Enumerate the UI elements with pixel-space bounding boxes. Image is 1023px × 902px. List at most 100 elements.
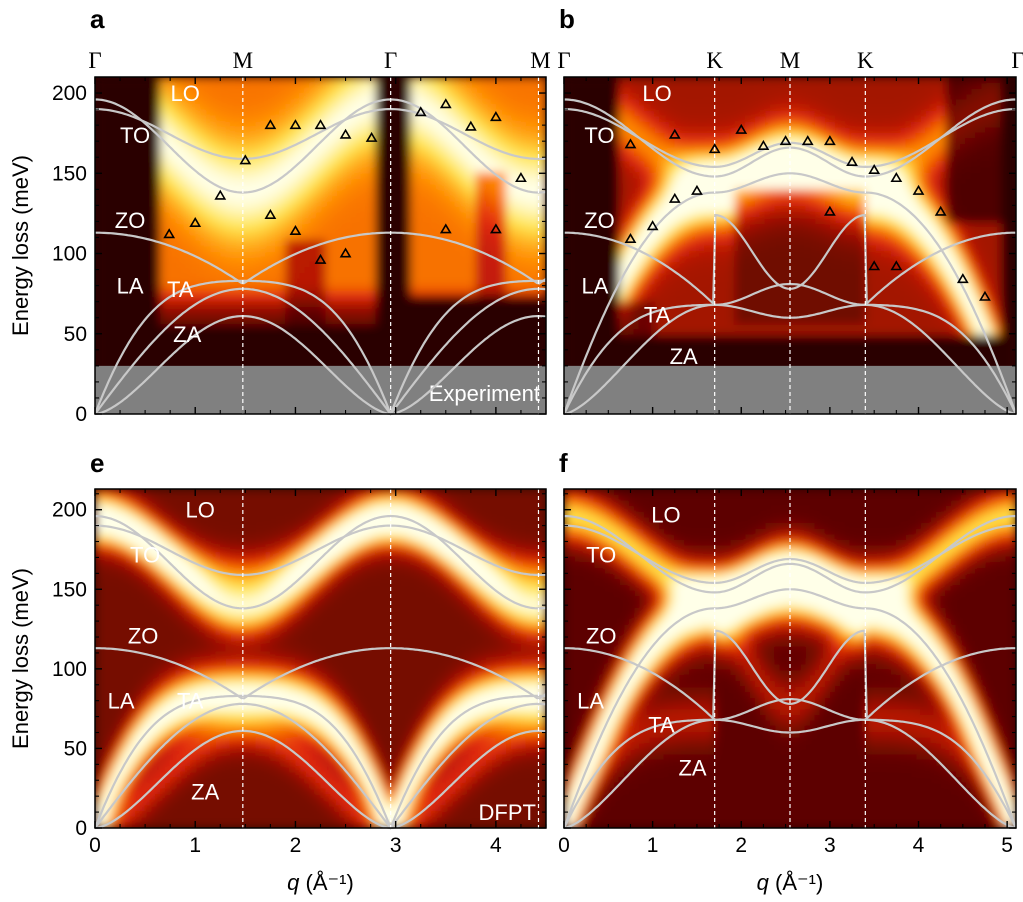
- experimental-point: [439, 98, 452, 109]
- x-tick-label: 2: [290, 834, 302, 857]
- experimental-point: [735, 123, 748, 134]
- branch-label-za: ZA: [670, 344, 698, 369]
- branch-label-lo: LO: [186, 498, 215, 523]
- experimental-point: [239, 154, 252, 165]
- experimental-point: [489, 223, 502, 234]
- experimental-point: [163, 228, 176, 239]
- experimental-point: [708, 143, 721, 154]
- x-tick-label: 2: [735, 834, 747, 857]
- experimental-point: [691, 184, 703, 195]
- experimental-point: [624, 233, 637, 244]
- high-symmetry-label: M: [233, 48, 253, 73]
- dispersion-branch-ta: [563, 629, 1017, 829]
- experimental-point: [646, 220, 659, 231]
- branch-label-la: LA: [582, 274, 609, 299]
- heatmap-f: [564, 489, 1016, 828]
- branch-label-za: ZA: [191, 779, 219, 804]
- branch-label-ta: TA: [177, 689, 204, 714]
- experimental-point: [912, 184, 925, 195]
- experimental-point: [214, 189, 227, 200]
- x-tick-label: 5: [1001, 834, 1013, 857]
- experimental-points-a: [163, 98, 527, 264]
- dispersion-branch-za: [94, 315, 547, 416]
- dispersion-branch-la: [93, 694, 547, 831]
- experimental-point: [464, 120, 477, 131]
- branch-label-to: TO: [586, 542, 616, 567]
- branch-label-ta: TA: [648, 713, 675, 738]
- experimental-point: [624, 138, 637, 149]
- x-tick-label: 0: [558, 834, 570, 857]
- branch-label-zo: ZO: [115, 208, 146, 233]
- dispersion-branch-la: [93, 279, 547, 417]
- experimental-point: [846, 155, 858, 167]
- experimental-point: [868, 260, 881, 271]
- experimental-point: [289, 224, 302, 236]
- x-tick-label: 3: [390, 834, 402, 857]
- experimental-point: [439, 223, 452, 234]
- y-tick-label: 100: [52, 658, 87, 681]
- plot-frame: [563, 76, 1017, 415]
- experiment-shaded-region: [95, 365, 546, 414]
- experimental-point: [823, 135, 836, 146]
- x-tick-label: 1: [647, 834, 659, 857]
- dispersion-branch-la: [562, 172, 1018, 415]
- experimental-point: [339, 128, 352, 139]
- branch-label-la: LA: [108, 689, 135, 714]
- panel-letter-e: e: [90, 448, 104, 478]
- experimental-point: [365, 131, 378, 142]
- y-tick-label: 0: [75, 403, 87, 426]
- x-tick-label: 0: [89, 834, 101, 857]
- branch-label-lo: LO: [171, 81, 200, 106]
- experimental-point: [314, 253, 327, 264]
- high-symmetry-label: M: [530, 48, 550, 73]
- y-tick-label: 100: [52, 243, 87, 266]
- experimental-point: [956, 273, 969, 284]
- high-symmetry-label: Γ: [1011, 48, 1023, 73]
- experimental-point: [489, 111, 502, 122]
- panel-letter-f: f: [559, 448, 568, 478]
- high-symmetry-label: Γ: [557, 48, 570, 73]
- dfpt-label: DFPT: [479, 800, 536, 825]
- experimental-point: [890, 260, 903, 271]
- dispersion-branch-lo: [564, 515, 1016, 594]
- x-axis-title: q (Å⁻¹): [757, 870, 824, 895]
- experimental-point: [801, 135, 814, 146]
- dispersion-branch-za: [94, 729, 547, 830]
- y-tick-label: 150: [52, 578, 87, 601]
- y-tick-label: 0: [75, 817, 87, 840]
- high-symmetry-label: Γ: [88, 48, 101, 73]
- experimental-point: [515, 172, 527, 183]
- experimental-point: [289, 119, 302, 130]
- dispersion-branch-to: [95, 524, 547, 576]
- experimental-point: [314, 119, 327, 130]
- y-axis-title: Energy loss (meV): [8, 155, 33, 336]
- branch-label-za: ZA: [678, 756, 706, 781]
- branch-label-to: TO: [584, 123, 614, 148]
- x-tick-label: 3: [824, 834, 836, 857]
- dispersion-lines-a: [93, 98, 547, 417]
- high-symmetry-label: K: [706, 48, 723, 73]
- experimental-point: [979, 290, 991, 301]
- y-tick-label: 50: [64, 737, 87, 760]
- y-tick-label: 150: [52, 162, 87, 185]
- dispersion-branch-lo: [95, 98, 547, 194]
- experimental-point: [934, 205, 947, 216]
- dispersion-branch-to: [95, 108, 547, 160]
- experimental-point: [890, 172, 903, 183]
- branch-label-to: TO: [130, 542, 160, 567]
- high-symmetry-label: K: [857, 48, 874, 73]
- panel-letter-a: a: [90, 4, 105, 34]
- experimental-point: [189, 216, 202, 227]
- y-tick-label: 200: [52, 82, 87, 105]
- y-tick-label: 200: [52, 499, 87, 522]
- experimental-point: [264, 119, 277, 130]
- high-symmetry-label: Γ: [384, 48, 397, 73]
- branch-label-lo: LO: [651, 502, 680, 527]
- experimental-point: [823, 205, 836, 216]
- experimental-point: [757, 139, 770, 150]
- panel-letter-b: b: [559, 4, 575, 34]
- y-axis-title: Energy loss (meV): [8, 568, 33, 749]
- dispersion-branch-zo: [564, 647, 1016, 734]
- experimental-point: [668, 128, 681, 139]
